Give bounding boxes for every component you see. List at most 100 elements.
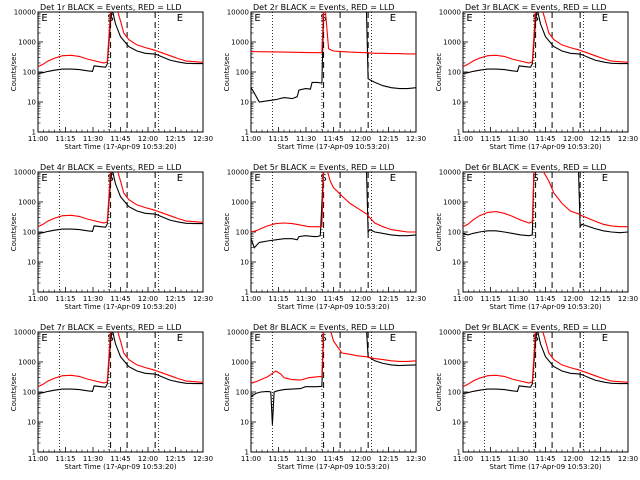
x-tick-label: 11:45 <box>110 135 130 143</box>
x-tick-label: 11:30 <box>83 295 103 303</box>
event-marker-label: E <box>177 173 183 184</box>
x-tick-label: 11:45 <box>110 295 130 303</box>
y-tick-label: 100 <box>236 229 249 237</box>
x-axis-label: Start Time (17-Apr-09 10:53:20) <box>277 463 389 471</box>
y-tick-label: 10000 <box>14 169 36 177</box>
x-tick-label: 11:45 <box>110 455 130 463</box>
series-group <box>251 12 416 103</box>
y-tick-label: 100 <box>448 229 461 237</box>
x-axis-label: Start Time (17-Apr-09 10:53:20) <box>277 303 389 311</box>
x-tick-label: 12:30 <box>618 455 638 463</box>
x-tick-label: 11:15 <box>55 135 75 143</box>
y-tick-label: 1000 <box>443 359 461 367</box>
x-tick-label: 12:30 <box>193 135 213 143</box>
series-group <box>251 332 416 425</box>
panel-det-7: Det 7r BLACK = Events, RED = LLD 1 10 100 10… <box>10 323 213 471</box>
event-marker-label: E <box>390 333 396 344</box>
event-marker-label: E <box>466 13 472 24</box>
series-lld-line <box>251 172 416 233</box>
x-tick-label: 12:30 <box>406 455 426 463</box>
x-tick-label: 11:15 <box>268 455 288 463</box>
event-marker-label: E <box>602 333 608 344</box>
x-tick-label: 11:00 <box>241 295 261 303</box>
x-tick-label: 11:30 <box>83 455 103 463</box>
y-tick-label: 10 <box>27 419 36 427</box>
y-axis-label: Counts/sec <box>10 53 18 92</box>
x-tick-label: 11:15 <box>480 135 500 143</box>
series-lld-line <box>251 332 416 384</box>
x-tick-label: 12:00 <box>563 295 583 303</box>
x-tick-label: 11:30 <box>508 455 528 463</box>
y-tick-label: 10000 <box>227 169 249 177</box>
x-tick-label: 12:30 <box>618 135 638 143</box>
panel-det-9: Det 9r BLACK = Events, RED = LLD 1 10 100 10… <box>435 323 638 471</box>
series-events-line <box>38 332 203 394</box>
x-tick-label: 12:00 <box>563 135 583 143</box>
series-group <box>251 172 416 249</box>
plot-frame <box>37 331 204 453</box>
series-events-line <box>463 332 628 394</box>
y-tick-label: 10 <box>240 259 249 267</box>
x-tick-label: 11:00 <box>241 135 261 143</box>
event-marker-label: E <box>41 333 47 344</box>
x-tick-label: 11:15 <box>268 295 288 303</box>
panel-det-2: Det 2r BLACK = Events, RED = LLD 1 10 100 10… <box>223 3 426 151</box>
panel-det-4: Det 4r BLACK = Events, RED = LLD 1 10 100 10… <box>10 163 213 311</box>
panel-title: Det 5r BLACK = Events, RED = LLD <box>253 163 395 172</box>
y-axis-label: Counts/sec <box>223 53 231 92</box>
y-tick-label: 1 <box>32 449 36 457</box>
event-marker-label: E <box>177 333 183 344</box>
x-tick-label: 12:15 <box>165 455 185 463</box>
event-marker-label: E <box>41 13 47 24</box>
x-tick-label: 12:30 <box>406 295 426 303</box>
x-tick-label: 11:45 <box>323 455 343 463</box>
y-axis-label: Counts/sec <box>10 213 18 252</box>
y-tick-label: 10 <box>452 259 461 267</box>
panel-title: Det 7r BLACK = Events, RED = LLD <box>40 323 182 332</box>
x-tick-label: 12:00 <box>351 295 371 303</box>
panel-title: Det 9r BLACK = Events, RED = LLD <box>465 323 607 332</box>
series-group <box>463 12 628 74</box>
y-tick-label: 10 <box>240 419 249 427</box>
x-tick-label: 11:45 <box>323 295 343 303</box>
series-events-line <box>463 12 628 74</box>
x-axis-label: Start Time (17-Apr-09 10:53:20) <box>489 463 601 471</box>
y-axis-label: Counts/sec <box>223 373 231 412</box>
x-tick-label: 11:30 <box>296 295 316 303</box>
event-marker-label: E <box>466 173 472 184</box>
y-tick-label: 1000 <box>18 199 36 207</box>
plot-frame <box>37 11 204 133</box>
series-lld-line <box>463 12 628 68</box>
y-tick-label: 10 <box>27 259 36 267</box>
y-tick-label: 1 <box>457 449 461 457</box>
series-group <box>38 172 203 234</box>
y-axis-label: Counts/sec <box>435 53 443 92</box>
series-group <box>38 12 203 74</box>
x-tick-label: 12:15 <box>378 295 398 303</box>
y-tick-label: 10 <box>27 99 36 107</box>
y-tick-label: 10 <box>452 99 461 107</box>
y-tick-label: 1 <box>32 129 36 137</box>
series-events-line <box>463 172 628 237</box>
x-tick-label: 12:15 <box>378 455 398 463</box>
x-axis-label: Start Time (17-Apr-09 10:53:20) <box>277 143 389 151</box>
series-events-line <box>38 172 203 234</box>
x-tick-label: 11:30 <box>508 135 528 143</box>
y-tick-label: 10000 <box>14 9 36 17</box>
y-tick-label: 10000 <box>14 329 36 337</box>
y-tick-label: 10000 <box>227 9 249 17</box>
plot-frame <box>462 11 629 133</box>
y-tick-label: 1000 <box>231 359 249 367</box>
y-tick-label: 1000 <box>231 39 249 47</box>
series-group <box>463 172 628 237</box>
panel-det-6: Det 6r BLACK = Events, RED = LLD 1 10 100 10… <box>435 163 638 311</box>
x-tick-label: 12:15 <box>590 455 610 463</box>
plot-frame <box>250 11 417 133</box>
y-tick-label: 100 <box>23 389 36 397</box>
x-tick-label: 12:30 <box>406 135 426 143</box>
y-tick-label: 1 <box>245 449 249 457</box>
series-events-line <box>38 12 203 74</box>
event-marker-label: E <box>254 333 260 344</box>
event-marker-label: E <box>41 173 47 184</box>
